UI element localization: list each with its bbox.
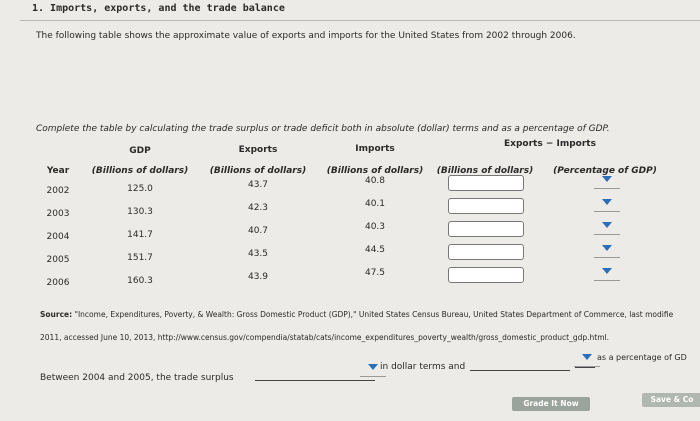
group-header: Exports − Imports [504, 139, 596, 149]
column-subheader: (Billions of dollars) [209, 166, 307, 176]
value-cell: 160.3 [127, 276, 153, 286]
year-cell: 2006 [46, 278, 70, 288]
source-text: 2011, accessed June 10, 2013, http://www… [40, 333, 609, 342]
dollar-input[interactable] [448, 267, 524, 283]
value-cell: 40.7 [247, 226, 269, 236]
value-cell: 43.5 [247, 249, 269, 259]
divider [20, 20, 700, 21]
year-cell: 2005 [46, 255, 70, 265]
percent-dropdown[interactable] [594, 174, 620, 189]
percent-dropdown[interactable] [594, 220, 620, 235]
value-cell: 40.8 [364, 176, 386, 186]
value-cell: 40.3 [364, 222, 386, 232]
percent-dropdown[interactable] [594, 197, 620, 212]
surplus-dropdown[interactable] [255, 380, 375, 381]
surplus-dropdown-arrow[interactable] [360, 362, 386, 377]
instruction: Complete the table by calculating the tr… [36, 124, 610, 134]
question-text: in dollar terms and [380, 362, 466, 372]
column-subheader: (Billions of dollars) [91, 166, 189, 176]
value-cell: 43.7 [247, 180, 269, 190]
percent-dropdown[interactable] [594, 266, 620, 281]
dollar-input[interactable] [448, 198, 524, 214]
percent-dropdown-arrow[interactable] [574, 352, 600, 367]
column-subheader: (Billions of dollars) [326, 166, 424, 176]
column-header: Imports [355, 144, 395, 154]
percent-dropdown[interactable] [594, 243, 620, 258]
question-text: as a percentage of GD [597, 353, 687, 362]
value-cell: 130.3 [127, 207, 153, 217]
value-cell: 40.1 [364, 199, 386, 209]
intro: The following table shows the approximat… [36, 31, 576, 41]
year-cell: 2003 [46, 209, 70, 219]
dollar-input[interactable] [448, 221, 524, 237]
value-cell: 47.5 [364, 268, 386, 278]
column-subheader: (Billions of dollars) [436, 166, 534, 176]
column-header: Exports [238, 145, 278, 155]
source-text: "Income, Expenditures, Poverty, & Wealth… [74, 310, 674, 319]
dollar-input[interactable] [448, 244, 524, 260]
dollar-input[interactable] [448, 175, 524, 191]
percent-input[interactable] [470, 370, 570, 371]
value-cell: 151.7 [127, 253, 153, 263]
value-cell: 43.9 [247, 272, 269, 282]
source-label: Source: [40, 310, 73, 319]
column-subheader: (Percentage of GDP) [553, 166, 657, 176]
column-header: Year [46, 166, 70, 176]
title: 1. Imports, exports, and the trade balan… [32, 3, 285, 14]
year-cell: 2002 [46, 186, 70, 196]
value-cell: 42.3 [247, 203, 269, 213]
value-cell: 44.5 [364, 245, 386, 255]
value-cell: 141.7 [127, 230, 153, 240]
question-text: Between 2004 and 2005, the trade surplus [40, 373, 234, 383]
column-header: GDP [129, 146, 151, 156]
percent-dropdown[interactable] [575, 367, 595, 368]
grade-button[interactable]: Grade It Now [512, 397, 590, 411]
source: Source: "Income, Expenditures, Poverty, … [40, 310, 673, 319]
year-cell: 2004 [46, 232, 70, 242]
save-button[interactable]: Save & Co [642, 393, 700, 407]
value-cell: 125.0 [127, 184, 153, 194]
